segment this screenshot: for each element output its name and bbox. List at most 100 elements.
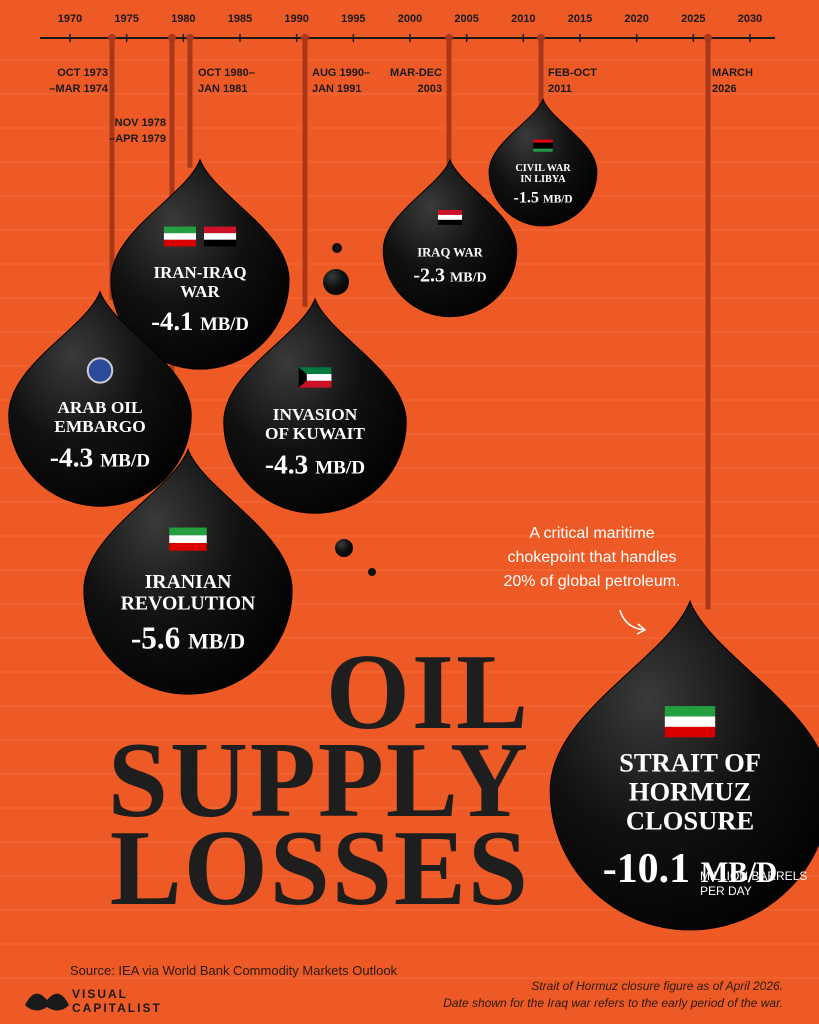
event-date: MAR-DEC <box>390 67 442 79</box>
year-label: 2005 <box>454 13 478 25</box>
value: -2.3 <box>413 264 445 286</box>
flag-stripe <box>533 148 553 152</box>
event-name: WAR <box>180 282 220 301</box>
event-name: ARAB OIL <box>57 398 142 417</box>
event-date: MARCH <box>712 67 753 79</box>
event-name: INVASION <box>273 405 358 424</box>
event-date: 2011 <box>548 83 572 95</box>
event-name: OF KUWAIT <box>265 424 365 443</box>
year-label: 2000 <box>398 13 422 25</box>
flag-stripe <box>533 139 553 143</box>
value: -4.1 <box>151 306 193 336</box>
year-label: 2010 <box>511 13 535 25</box>
year-label: 2030 <box>738 13 762 25</box>
flag-stripe <box>664 706 716 717</box>
pin-head <box>445 34 453 42</box>
flag-stripe <box>169 527 207 536</box>
event-name: CLOSURE <box>626 806 754 836</box>
unit-note: PER DAY <box>700 884 752 898</box>
droplet <box>323 269 349 295</box>
event-date: 2026 <box>712 83 736 95</box>
annotation-arrow <box>619 609 647 635</box>
pin-head <box>301 34 309 42</box>
year-label: 2020 <box>624 13 648 25</box>
drop <box>223 297 407 514</box>
event-date: OCT 1973 <box>57 67 108 79</box>
unit: MB/D <box>100 450 150 471</box>
annotation-line: chokepoint that handles <box>507 549 676 566</box>
event-date: OCT 1980– <box>198 67 255 79</box>
flag-stripe <box>298 380 332 388</box>
emblem <box>86 357 114 384</box>
event-date: FEB-OCT <box>548 67 597 79</box>
flag-stripe <box>298 374 332 381</box>
flag-stripe <box>163 239 196 247</box>
event-value: -10.1 MB/D <box>603 846 778 892</box>
title-line: OIL <box>326 633 530 752</box>
event-name: EMBARGO <box>54 417 145 436</box>
title-line: SUPPLY <box>108 721 530 840</box>
event-name: HORMUZ <box>629 776 751 806</box>
event-name: IN LIBYA <box>520 174 566 185</box>
pin-head <box>168 34 176 42</box>
event-date: JAN 1991 <box>312 83 362 95</box>
notes: Strait of Hormuz closure figure as of Ap… <box>443 979 783 1010</box>
flag-stripe <box>163 226 196 234</box>
pin-head <box>186 34 194 42</box>
event-value: -1.5 MB/D <box>513 189 572 206</box>
pin <box>187 38 193 168</box>
value: -1.5 <box>513 189 539 206</box>
oil-drop: IRAQ WAR -2.3 MB/D <box>382 158 518 318</box>
event-name: CIVIL WAR <box>515 163 571 174</box>
year-label: 1970 <box>58 13 82 25</box>
event-value: -4.3 MB/D <box>50 442 150 472</box>
source: Source: IEA via World Bank Commodity Mar… <box>70 963 398 978</box>
flag-stripe <box>664 716 716 727</box>
drop <box>110 158 290 370</box>
logo: VISUAL CAPITALIST <box>25 987 162 1015</box>
note-line: Date shown for the Iraq war refers to th… <box>443 996 783 1010</box>
year-label: 1990 <box>284 13 308 25</box>
droplet <box>335 539 353 557</box>
event-date: NOV 1978 <box>115 117 166 129</box>
flag-stripe <box>437 219 463 225</box>
unit-note: MILLION BARRELS <box>700 869 807 883</box>
value: -5.6 <box>131 621 180 656</box>
year-label: 1995 <box>341 13 365 25</box>
pin <box>302 38 308 307</box>
flag-stripe <box>169 543 207 551</box>
event-name: REVOLUTION <box>121 593 256 615</box>
event-date: –MAR 1974 <box>49 83 109 95</box>
year-label: 1975 <box>114 13 138 25</box>
flag-stripe <box>204 239 237 247</box>
flag-stripe <box>437 214 463 220</box>
pin <box>446 38 452 168</box>
pin-head <box>537 34 545 42</box>
unit: MB/D <box>543 193 573 205</box>
event-date: 2003 <box>418 83 442 95</box>
year-label: 2025 <box>681 13 705 25</box>
unit: MB/D <box>315 457 365 478</box>
droplet <box>368 568 376 576</box>
annotation-line: A critical maritime <box>529 525 654 542</box>
brand: VISUAL <box>72 987 128 1001</box>
unit: MB/D <box>450 270 487 285</box>
drop <box>83 448 293 695</box>
event-date: JAN 1981 <box>198 83 248 95</box>
flag-stripe <box>169 535 207 544</box>
unit: MB/D <box>701 857 778 889</box>
value: -4.3 <box>265 449 308 479</box>
flag-stripe <box>163 233 196 240</box>
brand: CAPITALIST <box>72 1001 162 1015</box>
event-name: IRANIAN <box>145 571 232 593</box>
drop <box>549 599 819 931</box>
event-name: IRAN-IRAQ <box>154 263 247 282</box>
